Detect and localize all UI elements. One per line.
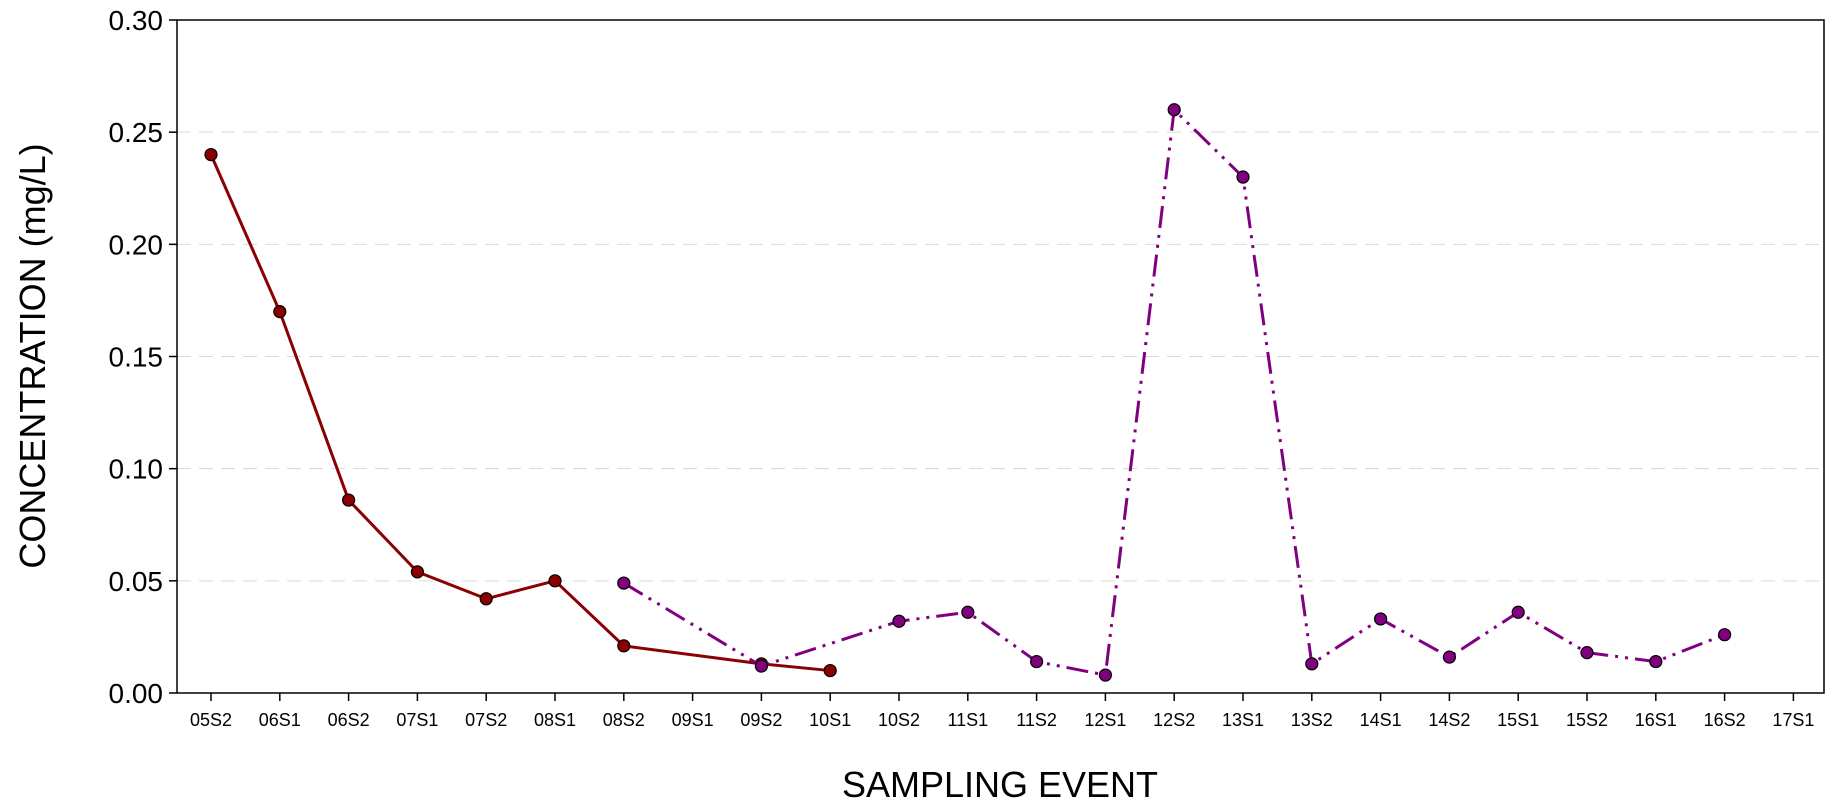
x-tick-label-12: 11S2 [1016,710,1057,730]
x-tick-label-5: 08S1 [534,710,576,730]
series-1 [204,148,837,678]
y-tick-label-0: 0.00 [109,678,164,709]
x-tick-label-6: 08S2 [603,710,645,730]
x-tick-label-15: 13S1 [1222,710,1264,730]
series-2-point-2 [892,614,906,628]
x-tick-label-18: 14S2 [1428,710,1470,730]
x-tick-label-1: 06S1 [259,710,301,730]
series-1-point-2 [342,493,356,507]
series-1-line [209,153,831,673]
y-tick-label-3: 0.15 [109,342,164,373]
x-tick-label-17: 14S1 [1360,710,1402,730]
x-axis-title: SAMPLING EVENT [842,764,1158,805]
x-tick-label-3: 07S1 [396,710,438,730]
x-tick-label-9: 10S1 [809,710,851,730]
y-tick-label-4: 0.20 [109,229,164,260]
series-2-point-6 [1167,103,1181,117]
x-tick-label-0: 05S2 [190,710,232,730]
x-tick-label-8: 09S2 [740,710,782,730]
y-axis: 0.00 0.05 0.10 0.15 0.20 0.25 0.30 [109,5,177,709]
grid-lines [177,131,1824,582]
series-2-point-1 [754,659,769,673]
y-tick-label-1: 0.05 [109,566,164,597]
y-axis-title: CONCENTRATION (mg/L) [12,143,53,568]
x-tick-label-2: 06S2 [328,710,370,730]
x-tick-label-4: 07S2 [465,710,507,730]
series-1-point-5 [548,574,562,588]
series-2-point-5 [1098,668,1113,682]
x-tick-label-22: 16S2 [1704,710,1746,730]
series-1-point-1 [273,305,287,319]
x-tick-label-20: 15S2 [1566,710,1608,730]
series-2-line [623,108,1726,677]
series-1-point-3 [410,565,424,579]
series-2-point-3 [961,605,975,619]
series-2-point-8 [1305,657,1319,671]
y-tick-label-2: 0.10 [109,454,164,485]
series-2-point-10 [1442,650,1457,664]
series-2-point-14 [1717,628,1732,642]
x-tick-label-19: 15S1 [1497,710,1539,730]
x-tick-label-21: 16S1 [1635,710,1677,730]
series-2-point-12 [1580,646,1594,660]
series-2-point-11 [1511,605,1525,619]
x-tick-label-23: 17S1 [1772,710,1814,730]
x-tick-label-16: 13S2 [1291,710,1333,730]
series-2-point-7 [1236,170,1250,184]
x-axis: 05S2 06S1 06S2 07S1 07S2 08S1 08S2 09S1 09S2 10S1… [190,693,1814,730]
series-2-point-9 [1373,612,1388,626]
series-1-point-6 [617,639,631,653]
series-2 [617,103,1732,682]
series-1-point-4 [479,592,493,606]
series-2-point-13 [1649,654,1663,669]
series-2-point-4 [1029,654,1044,669]
x-tick-label-7: 09S1 [672,710,714,730]
series-1-point-8 [823,663,837,678]
y-tick-label-5: 0.25 [109,117,164,148]
x-tick-label-10: 10S2 [878,710,920,730]
x-tick-label-11: 11S1 [947,710,988,730]
y-tick-label-6: 0.30 [109,5,164,36]
series-group [204,103,1732,682]
x-tick-label-14: 12S2 [1153,710,1195,730]
series-1-point-0 [204,148,218,162]
x-tick-label-13: 12S1 [1084,710,1126,730]
series-2-point-0 [617,576,631,590]
